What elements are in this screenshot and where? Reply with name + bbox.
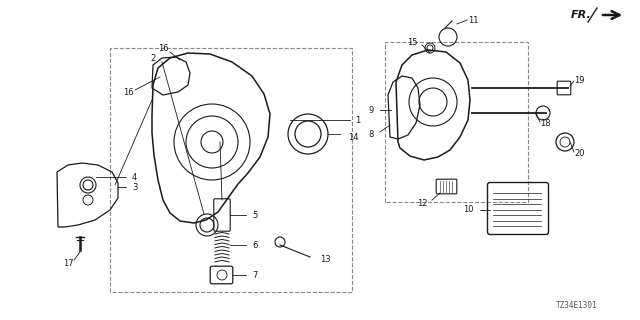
Text: 16: 16	[123, 87, 133, 97]
Text: 11: 11	[468, 15, 479, 25]
Text: 14: 14	[348, 132, 358, 141]
Text: 5: 5	[252, 211, 257, 220]
Text: 2: 2	[150, 53, 156, 62]
Text: 9: 9	[369, 106, 374, 115]
Text: FR.: FR.	[572, 10, 592, 20]
Text: 7: 7	[252, 270, 257, 279]
Text: 3: 3	[132, 182, 138, 191]
Text: 1: 1	[355, 116, 360, 124]
Text: 20: 20	[574, 148, 584, 157]
Text: 19: 19	[574, 76, 584, 84]
Text: 6: 6	[252, 241, 257, 250]
Text: 13: 13	[320, 255, 331, 265]
Text: 17: 17	[63, 260, 74, 268]
Text: 8: 8	[369, 130, 374, 139]
Text: 16: 16	[157, 44, 168, 52]
Text: 18: 18	[540, 118, 550, 127]
Text: 10: 10	[463, 205, 474, 214]
Text: TZ34E1301: TZ34E1301	[556, 301, 598, 310]
Text: 12: 12	[417, 199, 428, 209]
Text: 4: 4	[132, 172, 137, 181]
Text: 15: 15	[408, 37, 418, 46]
